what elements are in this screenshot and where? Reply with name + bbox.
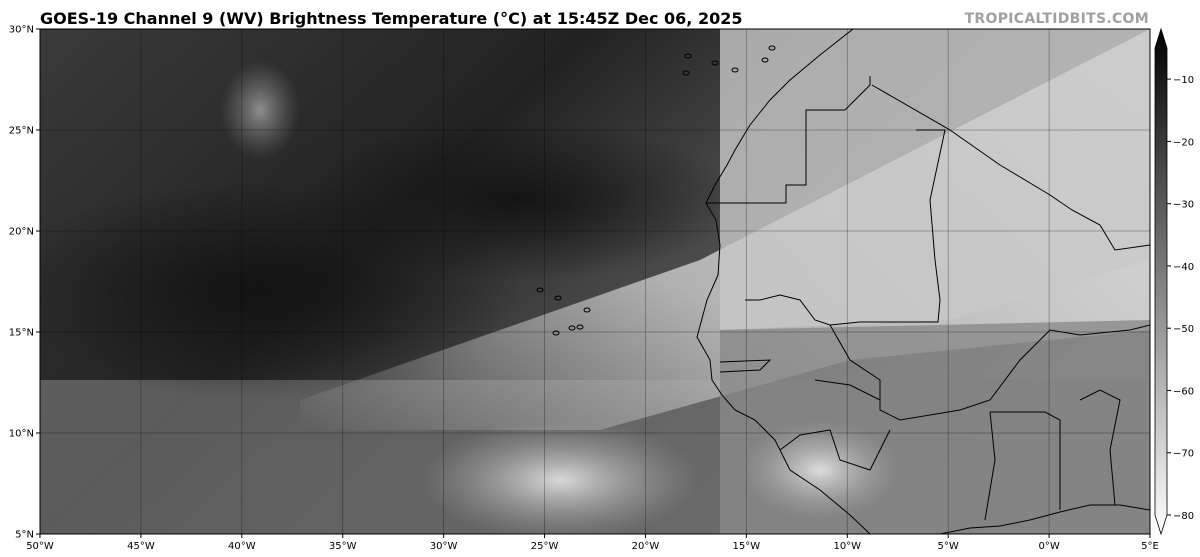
island bbox=[576, 324, 584, 330]
lat-tick-label: 30°N bbox=[9, 25, 34, 36]
colorbar-tick-label: −20 bbox=[1173, 137, 1194, 148]
lon-tick-label: 25°W bbox=[531, 541, 559, 552]
colorbar-tick-label: −10 bbox=[1173, 75, 1194, 86]
lon-tick-label: 5°E bbox=[1141, 541, 1159, 552]
lat-tick-label: 25°N bbox=[9, 126, 34, 137]
coastline bbox=[984, 411, 996, 521]
coastline bbox=[706, 76, 871, 204]
map-title: GOES-19 Channel 9 (WV) Brightness Temper… bbox=[40, 9, 743, 28]
lat-tick-label: 20°N bbox=[9, 227, 34, 238]
coastline bbox=[1079, 389, 1121, 506]
lon-tick-label: 0°W bbox=[1038, 541, 1059, 552]
island bbox=[761, 57, 769, 63]
island bbox=[583, 307, 591, 313]
wv-imagery bbox=[40, 29, 1150, 534]
lon-tick-label: 20°W bbox=[632, 541, 660, 552]
island bbox=[568, 325, 576, 331]
island bbox=[554, 295, 562, 301]
colorbar-tick-label: −70 bbox=[1173, 449, 1194, 460]
lat-tick-label: 15°N bbox=[9, 328, 34, 339]
lon-tick-label: 40°W bbox=[228, 541, 256, 552]
lon-tick-label: 50°W bbox=[26, 541, 54, 552]
lon-tick-label: 5°W bbox=[938, 541, 959, 552]
lat-tick-label: 10°N bbox=[9, 429, 34, 440]
colorbar: −10 −20 −30 −40 −50 −60 −70 −80 bbox=[1154, 27, 1194, 536]
coastline bbox=[990, 411, 1061, 510]
lat-tick-label: 5°N bbox=[15, 530, 34, 541]
map-frame bbox=[39, 28, 1151, 535]
island bbox=[711, 60, 719, 66]
island bbox=[731, 67, 739, 73]
island bbox=[768, 45, 776, 51]
coastline bbox=[745, 129, 946, 326]
island bbox=[536, 287, 544, 293]
coastlines-borders bbox=[536, 29, 1150, 534]
colorbar-tick-label: −40 bbox=[1173, 262, 1194, 273]
coastline bbox=[829, 324, 1150, 421]
coastline bbox=[719, 359, 772, 373]
colorbar-tick-label: −30 bbox=[1173, 200, 1194, 211]
lon-tick-label: 30°W bbox=[430, 541, 458, 552]
lon-tick-label: 10°W bbox=[833, 541, 861, 552]
coastline bbox=[814, 379, 881, 401]
site-credit: TROPICALTIDBITS.COM bbox=[964, 11, 1149, 27]
island bbox=[552, 330, 560, 336]
colorbar-tick-label: −60 bbox=[1173, 386, 1194, 397]
island bbox=[682, 70, 690, 76]
coastline bbox=[779, 429, 891, 471]
colorbar-tick-label: −80 bbox=[1173, 511, 1194, 522]
coastline bbox=[696, 29, 871, 534]
gridlines bbox=[40, 29, 1150, 534]
island bbox=[684, 53, 692, 59]
lon-tick-label: 35°W bbox=[329, 541, 357, 552]
colorbar-tick-label: −50 bbox=[1173, 324, 1194, 335]
coastline bbox=[871, 84, 1150, 251]
lon-tick-label: 45°W bbox=[127, 541, 155, 552]
lon-tick-label: 15°W bbox=[733, 541, 761, 552]
